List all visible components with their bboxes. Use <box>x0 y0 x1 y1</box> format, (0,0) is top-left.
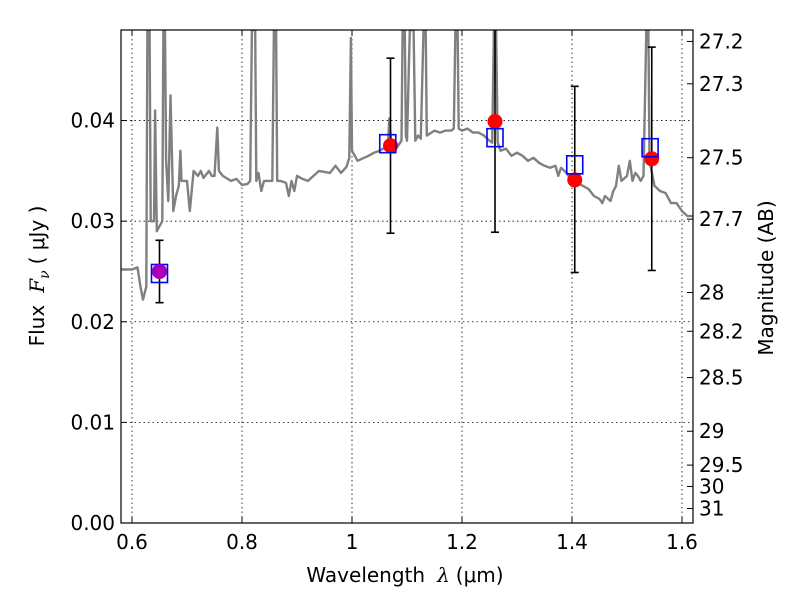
y-tick-label: 0.03 <box>70 209 115 233</box>
observed-point <box>383 138 398 154</box>
y-axis-title: Flux Fν ( μJy ) <box>25 206 53 347</box>
x-axis-title: Wavelength λ (μm) <box>306 563 503 587</box>
observed-point <box>487 114 503 130</box>
x-axis: 0.6 0.8 1 1.2 1.4 1.6 <box>116 30 698 554</box>
y2-tick-label: 29.5 <box>699 453 744 477</box>
x-tick-label: 1.2 <box>446 530 478 554</box>
y2-tick-label: 30 <box>699 474 724 498</box>
plot-frame <box>120 29 694 524</box>
y-axis-title-symbol: F <box>25 278 49 294</box>
model-spectrum-line <box>121 30 693 301</box>
y-axis-title-subscript: ν <box>37 270 53 279</box>
y-axis-title-unit: ( μJy ) <box>25 206 49 265</box>
x-tick-label: 0.8 <box>226 530 258 554</box>
x-tick-label: 0.6 <box>116 530 148 554</box>
y2-tick-label: 27.3 <box>699 72 744 96</box>
y-tick-label: 0.02 <box>70 310 115 334</box>
model-bandpass-point <box>565 155 584 175</box>
y2-tick-label: 28.5 <box>699 366 744 390</box>
plot-data <box>121 30 693 304</box>
y2-tick-label: 28 <box>699 281 724 305</box>
y2-tick-label: 27.7 <box>699 207 744 231</box>
y2-tick-label: 27.5 <box>699 146 744 170</box>
observed-point-overlap <box>152 263 167 279</box>
x-tick-label: 1 <box>346 530 359 554</box>
observed-point <box>644 151 660 167</box>
model-bandpass-point <box>378 133 397 154</box>
y2-tick-label: 28.2 <box>699 319 744 343</box>
model-bandpass-point <box>641 137 659 158</box>
y2-tick-label: 29 <box>699 419 724 443</box>
y-axis-title-prefix: Flux <box>25 305 49 347</box>
y-tick-label: 0.01 <box>70 410 115 434</box>
y2-tick-label: 31 <box>699 496 724 520</box>
x-tick-label: 1.6 <box>666 530 698 554</box>
x-axis-title-symbol: λ <box>436 563 450 587</box>
y-tick-label: 0.04 <box>70 109 115 133</box>
x-tick-label: 1.4 <box>556 530 588 554</box>
y-tick-label: 0.00 <box>70 511 115 535</box>
x-axis-title-unit: (μm) <box>456 563 504 587</box>
y-axis: 0.00 0.01 0.02 0.03 0.04 <box>70 109 127 535</box>
y2-tick-label: 27.2 <box>699 29 744 53</box>
x-axis-title-prefix: Wavelength <box>306 563 425 587</box>
observed-point <box>567 172 583 188</box>
model-bandpass-point <box>486 127 504 148</box>
y2-axis-title: Magnitude (AB) <box>754 200 778 355</box>
